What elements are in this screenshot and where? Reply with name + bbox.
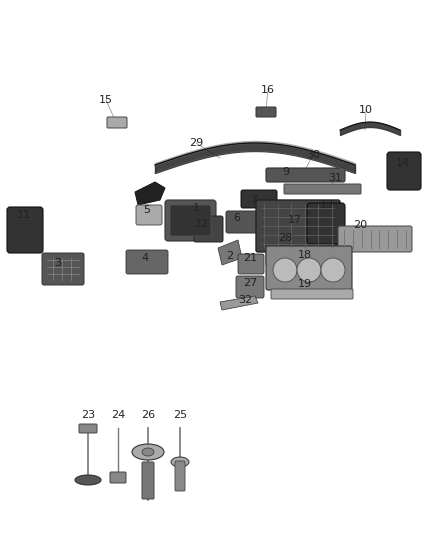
FancyBboxPatch shape [194,216,223,242]
Text: 18: 18 [298,250,312,260]
FancyBboxPatch shape [236,276,264,298]
Text: 29: 29 [189,138,203,148]
FancyBboxPatch shape [226,211,258,233]
FancyBboxPatch shape [338,226,412,252]
Text: 19: 19 [298,279,312,289]
Polygon shape [220,296,258,310]
Text: 30: 30 [306,150,320,160]
Text: 15: 15 [99,95,113,105]
Text: 24: 24 [111,410,125,420]
FancyBboxPatch shape [110,472,126,483]
Text: 32: 32 [238,295,252,305]
FancyBboxPatch shape [266,168,345,182]
Ellipse shape [142,448,154,456]
Text: 14: 14 [396,158,410,168]
FancyBboxPatch shape [79,424,97,433]
Text: 26: 26 [141,410,155,420]
FancyBboxPatch shape [284,184,361,194]
Ellipse shape [321,258,345,282]
Text: 31: 31 [328,173,342,183]
FancyBboxPatch shape [136,205,162,225]
Text: 28: 28 [278,233,292,243]
FancyBboxPatch shape [271,289,353,299]
Text: 13: 13 [320,200,334,210]
FancyBboxPatch shape [387,152,421,190]
Polygon shape [135,182,165,205]
Text: 9: 9 [283,167,290,177]
Text: 10: 10 [359,105,373,115]
FancyBboxPatch shape [266,250,315,266]
FancyBboxPatch shape [170,205,211,236]
Ellipse shape [273,258,297,282]
FancyBboxPatch shape [266,246,352,290]
Polygon shape [218,240,242,265]
FancyBboxPatch shape [126,250,168,274]
Text: 6: 6 [233,213,240,223]
Ellipse shape [132,444,164,460]
Text: 25: 25 [173,410,187,420]
Text: 2: 2 [226,251,233,261]
Text: 8: 8 [148,188,155,198]
FancyBboxPatch shape [256,200,340,252]
FancyBboxPatch shape [256,107,276,117]
Text: 7: 7 [251,195,258,205]
FancyBboxPatch shape [7,207,43,253]
FancyBboxPatch shape [238,254,264,274]
Text: 4: 4 [141,253,148,263]
Text: 20: 20 [353,220,367,230]
FancyBboxPatch shape [175,461,185,491]
Ellipse shape [297,258,321,282]
FancyBboxPatch shape [107,117,127,128]
Text: 1: 1 [192,203,199,213]
FancyBboxPatch shape [241,190,277,208]
Text: 12: 12 [195,219,209,229]
Text: 17: 17 [288,215,302,225]
FancyBboxPatch shape [142,462,154,499]
Text: 16: 16 [261,85,275,95]
Text: 5: 5 [144,205,151,215]
FancyBboxPatch shape [165,200,216,241]
Ellipse shape [171,457,189,467]
FancyBboxPatch shape [307,203,345,244]
Ellipse shape [75,475,101,485]
Text: 11: 11 [17,210,31,220]
Text: 23: 23 [81,410,95,420]
Text: 21: 21 [243,253,257,263]
Text: 27: 27 [243,278,257,288]
Text: 3: 3 [54,258,61,268]
FancyBboxPatch shape [42,253,84,285]
